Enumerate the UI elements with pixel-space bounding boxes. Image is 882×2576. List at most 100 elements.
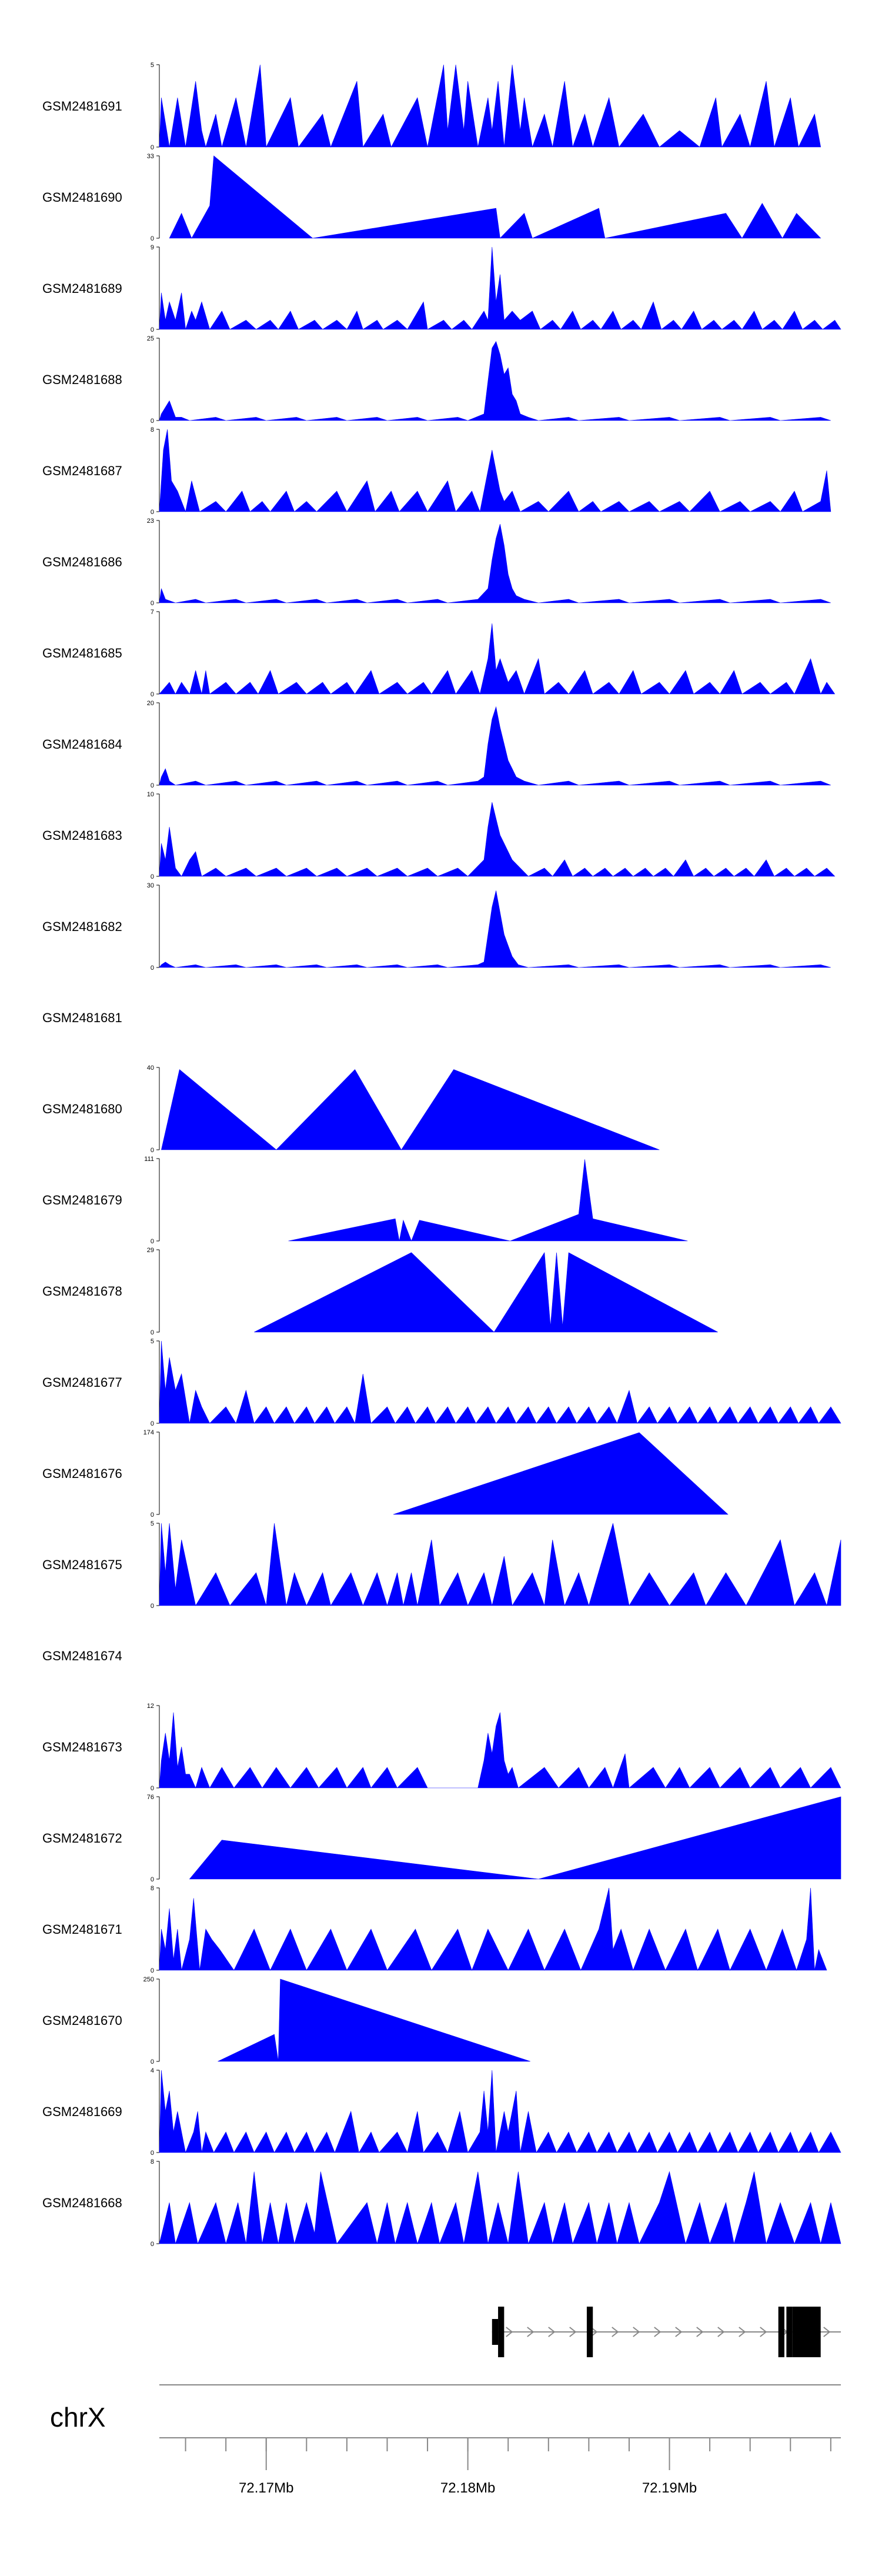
coverage-area	[159, 1340, 841, 1424]
track-label: GSM2481682	[42, 919, 122, 934]
y-tick-label: 250	[143, 1976, 154, 1983]
y-tick-label: 30	[147, 882, 154, 889]
track-label: GSM2481675	[42, 1557, 122, 1572]
track-y-axis: 23 0	[147, 518, 160, 607]
track-y-axis: 50	[151, 1520, 160, 1610]
strand-arrow-icon	[548, 2327, 556, 2337]
track-GSM2481690: GSM2481690 33 0	[42, 153, 821, 242]
track-label: GSM2481676	[42, 1466, 122, 1481]
chromosome-label: chrX	[50, 2402, 106, 2432]
tick-label: 72.18Mb	[440, 2480, 495, 2496]
y-tick-label: 12	[147, 1703, 154, 1710]
strand-arrow-icon	[633, 2327, 640, 2337]
strand-arrow-icon	[506, 2327, 513, 2337]
track-GSM2481673: GSM2481673 12 0	[42, 1703, 841, 1792]
tick-label: 72.17Mb	[239, 2480, 293, 2496]
y-tick-label: 8	[151, 1885, 154, 1892]
track-GSM2481689: GSM2481689 90	[42, 244, 841, 333]
track-GSM2481686: GSM2481686 23 0	[42, 518, 831, 607]
y-tick-label: 0	[151, 144, 154, 151]
y-tick-label: 5	[151, 1338, 154, 1345]
y-tick-label: 29	[147, 1247, 154, 1254]
track-y-axis: 20 0	[147, 700, 160, 789]
y-tick-label: 7	[151, 609, 154, 616]
track-GSM2481682: GSM2481682 30 0	[42, 882, 831, 972]
track-label: GSM2481679	[42, 1193, 122, 1207]
y-tick-label: 174	[143, 1429, 154, 1436]
y-tick-label: 0	[151, 873, 154, 880]
y-tick-label: 0	[151, 600, 154, 607]
y-tick-label: 0	[151, 1967, 154, 1974]
track-y-axis: 250 0	[143, 1976, 160, 2066]
track-label: GSM2481673	[42, 1740, 122, 1754]
tick-label: 72.19Mb	[642, 2480, 697, 2496]
coverage-area	[159, 246, 841, 330]
track-y-axis: 33 0	[147, 153, 160, 242]
track-label: GSM2481689	[42, 281, 122, 296]
y-tick-label: 0	[151, 1329, 154, 1336]
y-tick-label: 0	[151, 1238, 154, 1245]
track-label: GSM2481688	[42, 372, 122, 387]
y-tick-label: 0	[151, 2058, 154, 2066]
track-GSM2481691: GSM2481691 50	[42, 62, 821, 151]
y-tick-label: 0	[151, 1785, 154, 1792]
coverage-area	[159, 64, 821, 148]
track-y-axis: 29 0	[147, 1247, 160, 1336]
track-y-axis: 70	[151, 609, 160, 698]
exon-block	[586, 2307, 593, 2357]
track-label: GSM2481691	[42, 99, 122, 114]
gene-model-track	[492, 2307, 841, 2357]
track-GSM2481670: GSM2481670 250 0	[42, 1976, 530, 2066]
track-GSM2481672: GSM2481672 76 0	[42, 1794, 841, 1883]
y-tick-label: 9	[151, 244, 154, 251]
track-label: GSM2481684	[42, 737, 122, 752]
track-label: GSM2481670	[42, 2013, 122, 2028]
coverage-area	[159, 890, 831, 968]
coverage-area	[169, 155, 821, 239]
coverage-area	[159, 2171, 841, 2245]
track-y-axis: 12 0	[147, 1703, 160, 1792]
track-label: GSM2481690	[42, 190, 122, 205]
track-label: GSM2481677	[42, 1375, 122, 1390]
y-tick-label: 5	[151, 1520, 154, 1527]
y-tick-label: 0	[151, 1420, 154, 1427]
y-tick-label: 0	[151, 965, 154, 972]
coverage-area	[159, 706, 831, 786]
track-y-axis: 30 0	[147, 882, 160, 972]
track-label: GSM2481674	[42, 1649, 122, 1663]
y-tick-label: 0	[151, 2150, 154, 2157]
coverage-area	[159, 341, 831, 421]
track-GSM2481678: GSM2481678 29 0	[42, 1247, 718, 1336]
track-label: GSM2481685	[42, 646, 122, 660]
track-y-axis: 40 0	[147, 1065, 160, 1154]
track-y-axis: 50	[151, 62, 160, 151]
track-y-axis: 90	[151, 244, 160, 333]
track-GSM2481677: GSM2481677 5 0	[42, 1338, 841, 1427]
y-tick-label: 25	[147, 335, 154, 342]
track-GSM2481688: GSM2481688 25 0	[42, 335, 831, 425]
y-tick-label: 0	[151, 1876, 154, 1883]
coverage-area	[159, 1887, 827, 1971]
track-GSM2481684: GSM2481684 20 0	[42, 700, 831, 789]
coverage-area	[393, 1432, 729, 1515]
track-y-axis: 80	[151, 2158, 160, 2248]
track-label: GSM2481678	[42, 1284, 122, 1299]
coverage-area	[189, 1796, 841, 1880]
strand-arrow-icon	[739, 2327, 746, 2337]
exon-block	[778, 2307, 784, 2357]
track-GSM2481681: GSM2481681	[42, 1010, 122, 1025]
y-tick-label: 0	[151, 2241, 154, 2248]
exon-block	[498, 2307, 505, 2357]
y-tick-label: 8	[151, 2158, 154, 2165]
exon-block	[786, 2307, 793, 2357]
coverage-area	[159, 1523, 841, 1607]
coverage-tracks: GSM248169150GSM2481690330GSM248168990GSM…	[42, 62, 841, 2248]
track-label: GSM2481672	[42, 1831, 122, 1846]
track-label: GSM2481680	[42, 1102, 122, 1116]
y-tick-label: 0	[151, 1147, 154, 1154]
track-label: GSM2481669	[42, 2104, 122, 2119]
